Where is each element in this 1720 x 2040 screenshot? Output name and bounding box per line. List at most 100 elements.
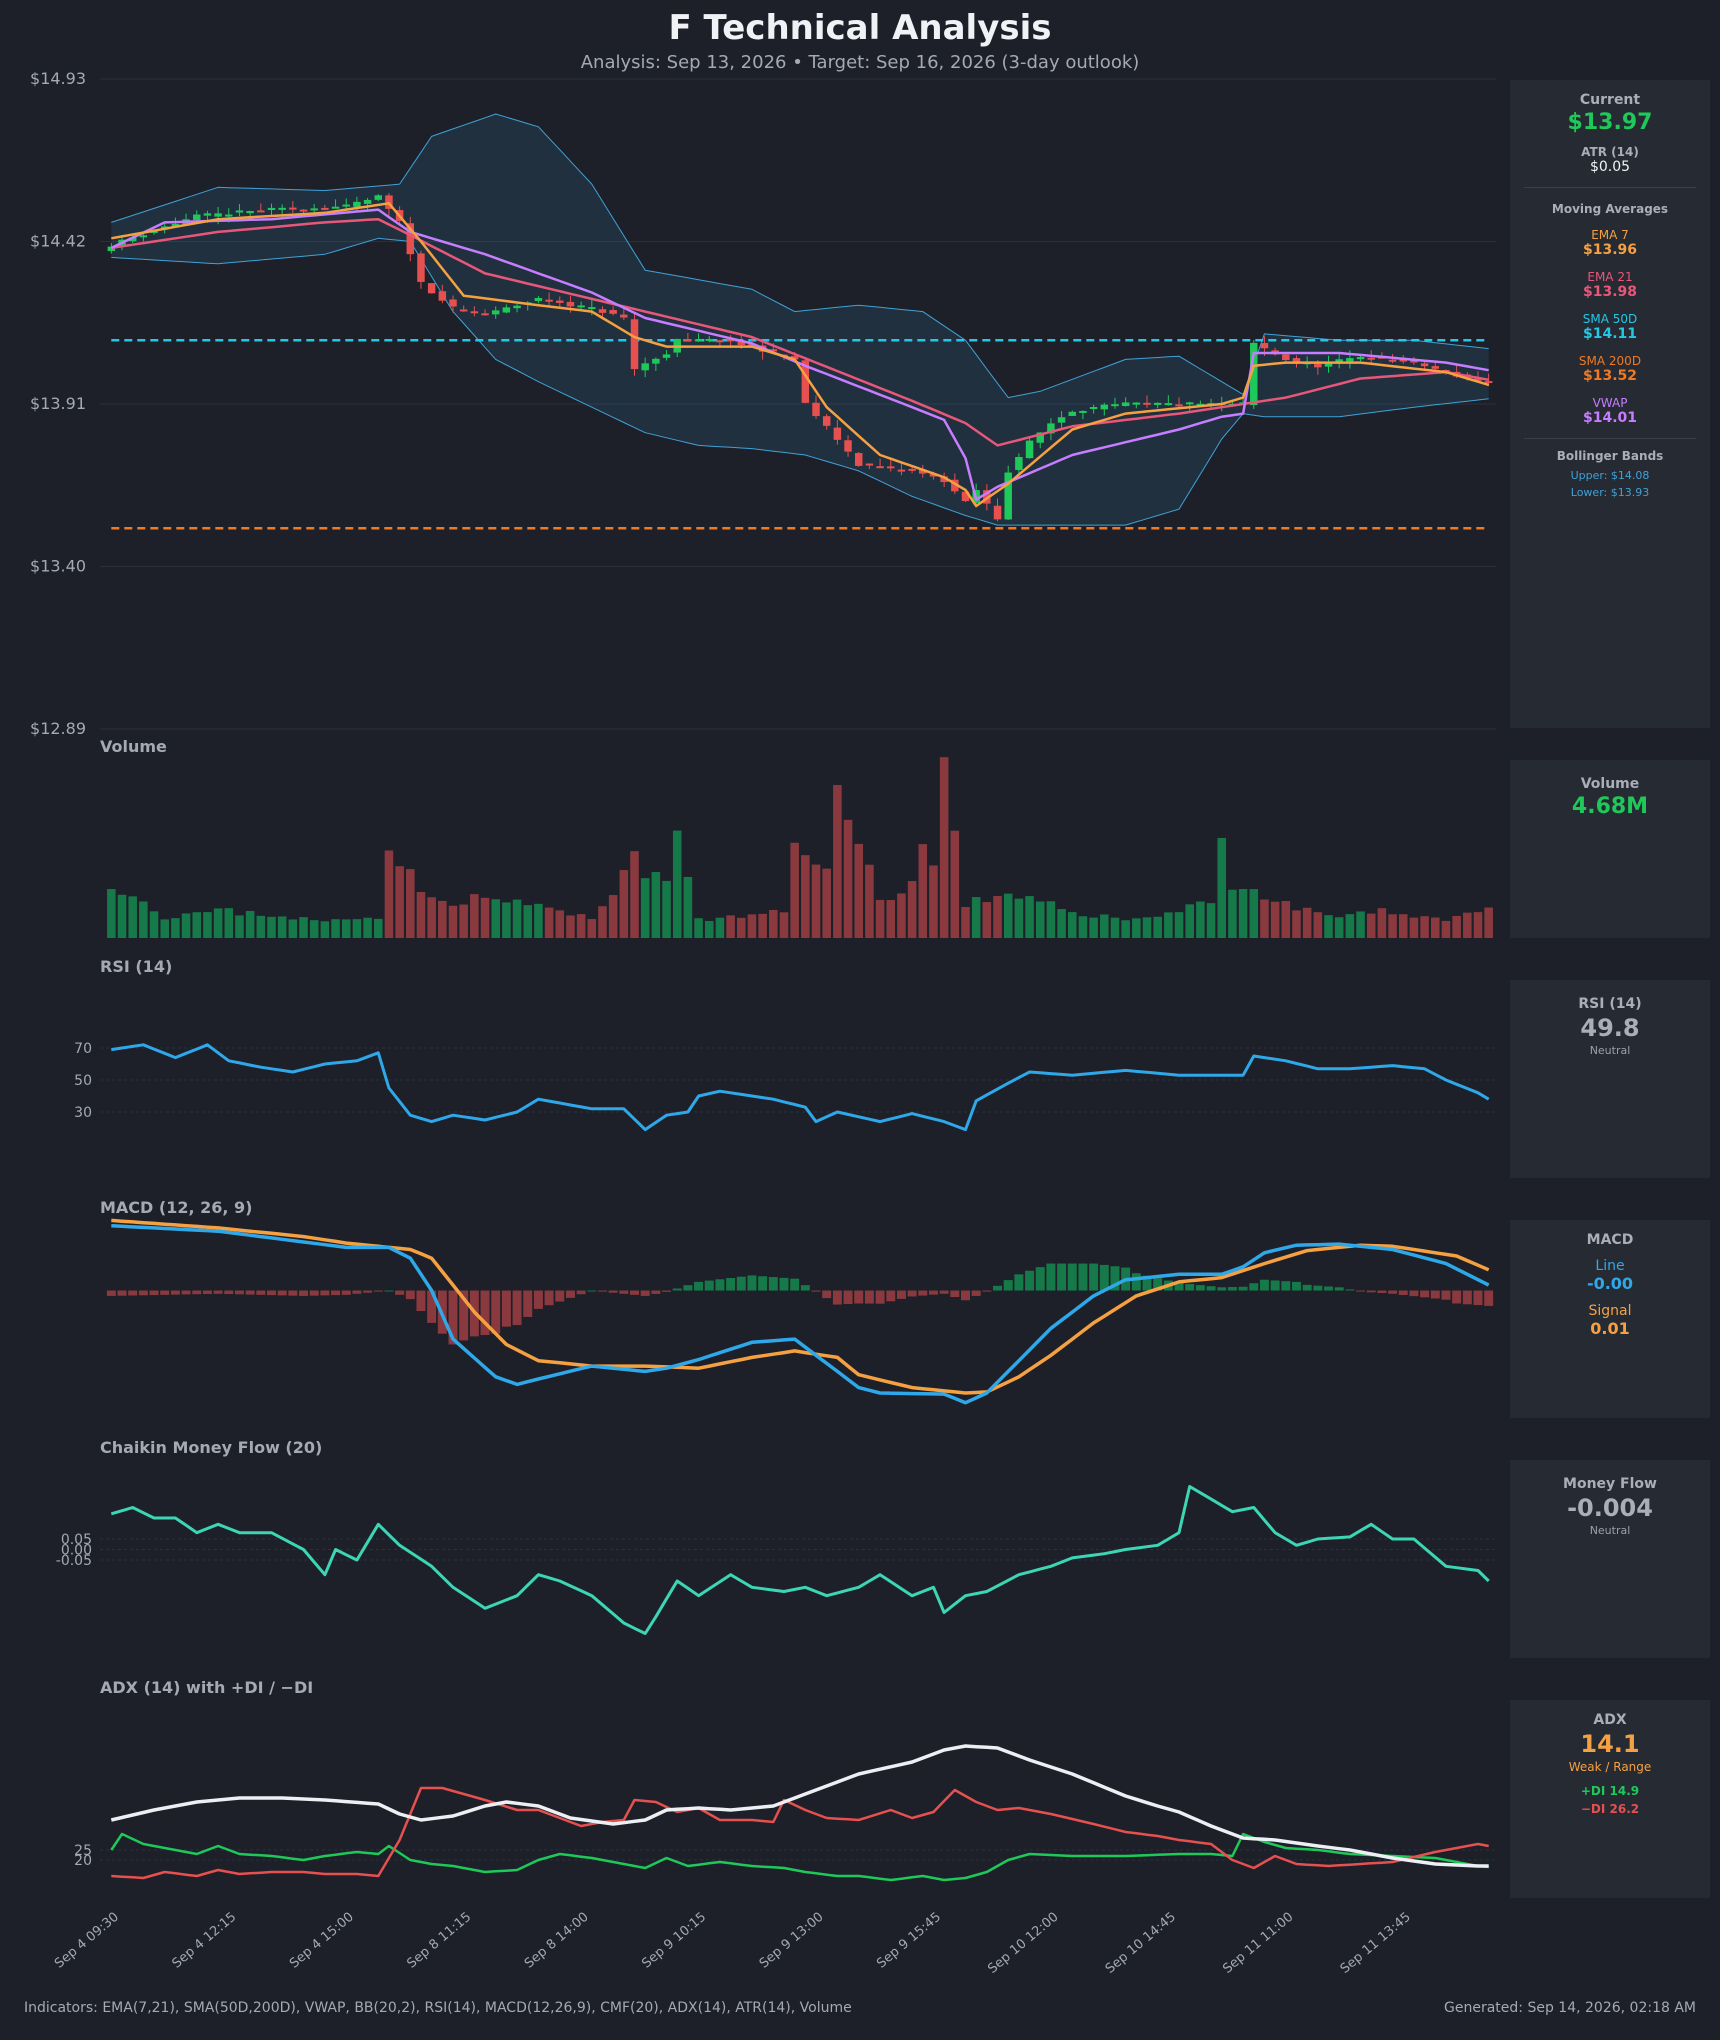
macd-histogram-bar — [1366, 1290, 1376, 1293]
macd-label: MACD — [1586, 1232, 1634, 1248]
candle-body — [993, 505, 1002, 520]
x-tick-label: Sep 10 14:45 — [1103, 1910, 1179, 1977]
macd-histogram-bar — [512, 1290, 522, 1326]
macd-histogram-bar — [192, 1290, 202, 1295]
candle-body — [1004, 472, 1012, 520]
volume-bar — [341, 919, 351, 938]
candle-body — [267, 207, 276, 211]
candle-body — [1143, 402, 1151, 405]
candle-body — [1111, 404, 1119, 407]
macd-histogram-bar — [267, 1290, 276, 1296]
rsi-tick-label: 70 — [74, 1041, 92, 1057]
candle-body — [107, 246, 116, 252]
macd-histogram-bar — [640, 1290, 650, 1296]
candle-body — [812, 402, 820, 417]
volume-bar — [352, 919, 362, 938]
candle-body — [1068, 411, 1076, 416]
money-flow-status: Neutral — [1589, 1524, 1631, 1537]
x-tick-label: Sep 9 15:45 — [874, 1910, 944, 1972]
candle-body — [374, 195, 382, 200]
volume-bar — [1067, 912, 1077, 938]
macd-histogram-bar — [1185, 1284, 1195, 1291]
candle-body — [459, 309, 468, 312]
macd-histogram-bar — [1003, 1280, 1013, 1291]
divider — [1524, 438, 1696, 439]
volume-panel-label: Volume — [100, 737, 167, 756]
macd-histogram-bar — [1238, 1286, 1248, 1291]
macd-histogram-bar — [864, 1290, 874, 1304]
macd-histogram-bar — [1014, 1274, 1024, 1291]
cmf-tick-label: -0.05 — [56, 1553, 92, 1569]
volume-bar — [117, 894, 127, 938]
volume-bar — [1132, 918, 1141, 938]
footer-generated: Generated: Sep 14, 2026, 02:18 AM — [1444, 2000, 1696, 2016]
x-tick-label: Sep 9 10:15 — [639, 1910, 709, 1972]
adx-panel-label: ADX (14) with +DI / −DI — [100, 1678, 313, 1697]
candle-body — [919, 469, 927, 474]
macd-histogram-bar — [320, 1290, 330, 1296]
volume-bar — [192, 912, 202, 938]
volume-bar — [373, 918, 383, 938]
candle-body — [865, 463, 874, 466]
divider — [1524, 187, 1696, 188]
candle-body — [139, 235, 148, 238]
volume-bar — [694, 918, 703, 938]
macd-histogram-bar — [928, 1290, 938, 1295]
macd-histogram-bar — [1270, 1280, 1280, 1291]
volume-bar — [1420, 916, 1429, 938]
candle-body — [748, 344, 756, 347]
sma200-value: $13.52 — [1582, 368, 1638, 384]
volume-bar — [822, 868, 831, 938]
volume-bar — [544, 907, 554, 938]
candle-body — [1015, 456, 1023, 470]
money-flow-label: Money Flow — [1563, 1476, 1657, 1492]
candle-body — [609, 310, 617, 314]
candle-body — [310, 208, 318, 211]
volume-bar — [1217, 837, 1227, 938]
macd-histogram-bar — [480, 1290, 490, 1336]
candle-body — [491, 310, 500, 315]
volume-card: Volume 4.68M — [1510, 760, 1710, 938]
adx-label: ADX — [1593, 1712, 1627, 1728]
volume-bar — [1046, 901, 1056, 938]
candle-body — [620, 314, 628, 318]
candle-body — [951, 479, 959, 492]
candle-body — [502, 307, 511, 313]
x-tick-label: Sep 9 13:00 — [757, 1910, 827, 1972]
macd-histogram-bar — [1035, 1267, 1045, 1291]
candle-body — [897, 469, 906, 472]
macd-histogram-bar — [768, 1277, 778, 1291]
candle-body — [716, 340, 724, 343]
macd-histogram-bar — [1473, 1290, 1483, 1306]
macd-histogram-bar — [1462, 1290, 1472, 1305]
macd-histogram-bar — [363, 1290, 373, 1293]
volume-bar — [395, 866, 404, 938]
candle-body — [1335, 359, 1343, 363]
macd-line — [111, 1224, 1490, 1405]
volume-bar — [491, 899, 500, 938]
volume-bar — [1324, 915, 1333, 938]
volume-bar — [640, 878, 650, 938]
macd-signal-label: Signal — [1588, 1303, 1632, 1319]
macd-histogram-bar — [758, 1276, 768, 1291]
candle-body — [588, 307, 596, 310]
macd-histogram-bar — [1313, 1285, 1323, 1291]
volume-bar — [320, 921, 330, 938]
macd-histogram-bar — [448, 1290, 458, 1345]
macd-histogram-bar — [352, 1290, 362, 1294]
volume-bar — [854, 843, 863, 938]
rsi-line — [111, 1043, 1490, 1132]
macd-histogram-bar — [1099, 1264, 1109, 1291]
volume-bar — [160, 919, 169, 938]
candle-body — [1420, 363, 1429, 367]
volume-bar — [662, 880, 671, 938]
macd-histogram-bar — [501, 1290, 511, 1327]
volume-bar — [213, 908, 223, 938]
atr-value: $0.05 — [1589, 159, 1631, 175]
candle-body — [278, 207, 286, 210]
candle-body — [246, 211, 254, 214]
macd-histogram-bar — [907, 1290, 917, 1297]
macd-histogram-bar — [630, 1290, 639, 1295]
candle-body — [235, 210, 244, 213]
macd-line-label: Line — [1595, 1258, 1625, 1274]
